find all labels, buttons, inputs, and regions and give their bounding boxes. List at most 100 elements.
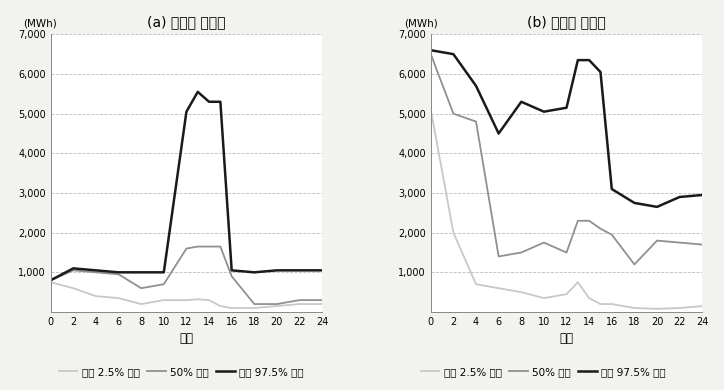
상위 97.5% 수준 xyxy=(607,187,616,191)
하위 2.5% 수준 xyxy=(653,307,662,311)
상위 97.5% 수준 xyxy=(472,83,481,88)
50% 수준 xyxy=(272,302,281,307)
50% 수준 xyxy=(630,262,639,267)
50% 수준 xyxy=(494,254,503,259)
Line: 50% 수준: 50% 수준 xyxy=(431,54,702,264)
50% 수준 xyxy=(182,246,191,251)
하위 2.5% 수준 xyxy=(675,306,684,310)
50% 수준 xyxy=(216,244,224,249)
하위 2.5% 수준 xyxy=(216,304,224,308)
Line: 하위 2.5% 수준: 하위 2.5% 수준 xyxy=(431,110,702,309)
상위 97.5% 수준 xyxy=(272,268,281,273)
Text: (MWh): (MWh) xyxy=(404,19,437,29)
50% 수준 xyxy=(318,298,327,302)
상위 97.5% 수준 xyxy=(426,48,435,53)
상위 97.5% 수준 xyxy=(539,109,548,114)
50% 수준 xyxy=(562,250,571,255)
하위 2.5% 수준 xyxy=(318,302,327,307)
하위 2.5% 수준 xyxy=(698,304,707,308)
하위 2.5% 수준 xyxy=(472,282,481,287)
50% 수준 xyxy=(159,282,168,287)
상위 97.5% 수준 xyxy=(295,268,304,273)
X-axis label: 시간: 시간 xyxy=(560,332,573,346)
50% 수준 xyxy=(295,298,304,302)
50% 수준 xyxy=(426,52,435,57)
Line: 상위 97.5% 수준: 상위 97.5% 수준 xyxy=(51,92,322,280)
하위 2.5% 수준 xyxy=(573,280,582,285)
Line: 상위 97.5% 수준: 상위 97.5% 수준 xyxy=(431,50,702,207)
Title: (b) 곸울철 피크일: (b) 곸울철 피크일 xyxy=(527,15,606,29)
Title: (a) 여름철 피크일: (a) 여름철 피크일 xyxy=(147,15,226,29)
상위 97.5% 수준 xyxy=(137,270,146,275)
상위 97.5% 수준 xyxy=(46,278,55,283)
하위 2.5% 수준 xyxy=(607,302,616,307)
상위 97.5% 수준 xyxy=(449,52,458,57)
상위 97.5% 수준 xyxy=(159,270,168,275)
하위 2.5% 수준 xyxy=(227,306,236,310)
50% 수준 xyxy=(653,238,662,243)
하위 2.5% 수준 xyxy=(426,107,435,112)
50% 수준 xyxy=(227,274,236,278)
50% 수준 xyxy=(449,111,458,116)
하위 2.5% 수준 xyxy=(205,298,214,302)
X-axis label: 시간: 시간 xyxy=(180,332,193,346)
상위 97.5% 수준 xyxy=(698,193,707,197)
하위 2.5% 수준 xyxy=(562,292,571,296)
하위 2.5% 수준 xyxy=(182,298,191,302)
하위 2.5% 수준 xyxy=(295,302,304,307)
Line: 하위 2.5% 수준: 하위 2.5% 수준 xyxy=(51,282,322,308)
하위 2.5% 수준 xyxy=(539,296,548,300)
50% 수준 xyxy=(205,244,214,249)
상위 97.5% 수준 xyxy=(562,105,571,110)
상위 97.5% 수준 xyxy=(91,268,100,273)
50% 수준 xyxy=(91,270,100,275)
Legend: 하위 2.5% 수준, 50% 수준, 상위 97.5% 수준: 하위 2.5% 수준, 50% 수준, 상위 97.5% 수준 xyxy=(54,363,308,381)
50% 수준 xyxy=(596,226,605,231)
하위 2.5% 수준 xyxy=(517,290,526,294)
하위 2.5% 수준 xyxy=(449,230,458,235)
상위 97.5% 수준 xyxy=(318,268,327,273)
하위 2.5% 수준 xyxy=(69,286,77,291)
상위 97.5% 수준 xyxy=(193,90,202,94)
하위 2.5% 수준 xyxy=(193,297,202,301)
상위 97.5% 수준 xyxy=(585,58,594,62)
Text: (MWh): (MWh) xyxy=(24,19,57,29)
상위 97.5% 수준 xyxy=(675,195,684,199)
50% 수준 xyxy=(585,218,594,223)
하위 2.5% 수준 xyxy=(114,296,123,300)
하위 2.5% 수준 xyxy=(137,302,146,307)
상위 97.5% 수준 xyxy=(69,266,77,271)
하위 2.5% 수준 xyxy=(91,294,100,298)
Legend: 하위 2.5% 수준, 50% 수준, 상위 97.5% 수준: 하위 2.5% 수준, 50% 수준, 상위 97.5% 수준 xyxy=(416,363,670,381)
상위 97.5% 수준 xyxy=(517,99,526,104)
하위 2.5% 수준 xyxy=(494,286,503,291)
상위 97.5% 수준 xyxy=(182,109,191,114)
50% 수준 xyxy=(539,240,548,245)
상위 97.5% 수준 xyxy=(250,270,258,275)
하위 2.5% 수준 xyxy=(630,306,639,310)
상위 97.5% 수준 xyxy=(227,268,236,273)
상위 97.5% 수준 xyxy=(573,58,582,62)
상위 97.5% 수준 xyxy=(216,99,224,104)
하위 2.5% 수준 xyxy=(250,306,258,310)
50% 수준 xyxy=(46,278,55,283)
상위 97.5% 수준 xyxy=(596,70,605,74)
50% 수준 xyxy=(69,268,77,273)
50% 수준 xyxy=(573,218,582,223)
상위 97.5% 수준 xyxy=(114,270,123,275)
50% 수준 xyxy=(250,302,258,307)
50% 수준 xyxy=(193,244,202,249)
상위 97.5% 수준 xyxy=(205,99,214,104)
50% 수준 xyxy=(114,272,123,277)
상위 97.5% 수준 xyxy=(494,131,503,136)
50% 수준 xyxy=(517,250,526,255)
하위 2.5% 수준 xyxy=(272,304,281,308)
하위 2.5% 수준 xyxy=(596,302,605,307)
상위 97.5% 수준 xyxy=(653,204,662,209)
하위 2.5% 수준 xyxy=(585,296,594,300)
하위 2.5% 수준 xyxy=(159,298,168,302)
50% 수준 xyxy=(675,240,684,245)
50% 수준 xyxy=(698,242,707,247)
상위 97.5% 수준 xyxy=(630,200,639,205)
50% 수준 xyxy=(472,119,481,124)
